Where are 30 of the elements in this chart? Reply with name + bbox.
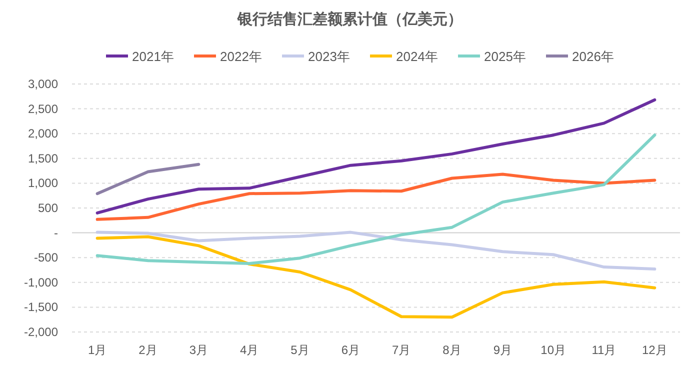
legend-label: 2022年 [220,49,262,64]
x-tick-label: 3月 [189,343,208,357]
x-tick-label: 10月 [540,343,566,357]
legend-label: 2021年 [132,49,174,64]
y-tick-label: 500 [38,201,58,215]
y-tick-label: -1,500 [24,300,58,314]
legend-label: 2024年 [396,49,438,64]
legend-label: 2025年 [484,49,526,64]
x-tick-label: 4月 [240,343,259,357]
y-tick-label: -500 [34,250,58,265]
y-tick-label: 2,000 [28,126,58,141]
x-tick-label: 5月 [290,343,310,357]
y-tick-label: -1,000 [24,275,58,290]
y-tick-label: 3,000 [28,77,58,91]
chart-title: 银行结售汇差额累计值（亿美元） [236,10,462,28]
x-tick-label: 12月 [642,343,668,357]
x-tick-label: 7月 [392,343,411,357]
x-tick-label: 9月 [493,343,512,357]
y-tick-label: 1,000 [28,176,58,190]
y-tick-label: 1,500 [28,151,58,166]
y-tick-label: 2,500 [28,102,58,116]
x-tick-label: 6月 [341,343,360,357]
y-tick-label: - [54,226,58,240]
legend-label: 2026年 [572,49,614,64]
x-tick-label: 1月 [88,343,107,357]
x-tick-label: 11月 [592,343,616,357]
x-tick-label: 2月 [138,343,158,357]
x-tick-label: 8月 [442,343,462,357]
y-tick-label: -2,000 [24,325,58,339]
legend-label: 2023年 [308,49,350,64]
